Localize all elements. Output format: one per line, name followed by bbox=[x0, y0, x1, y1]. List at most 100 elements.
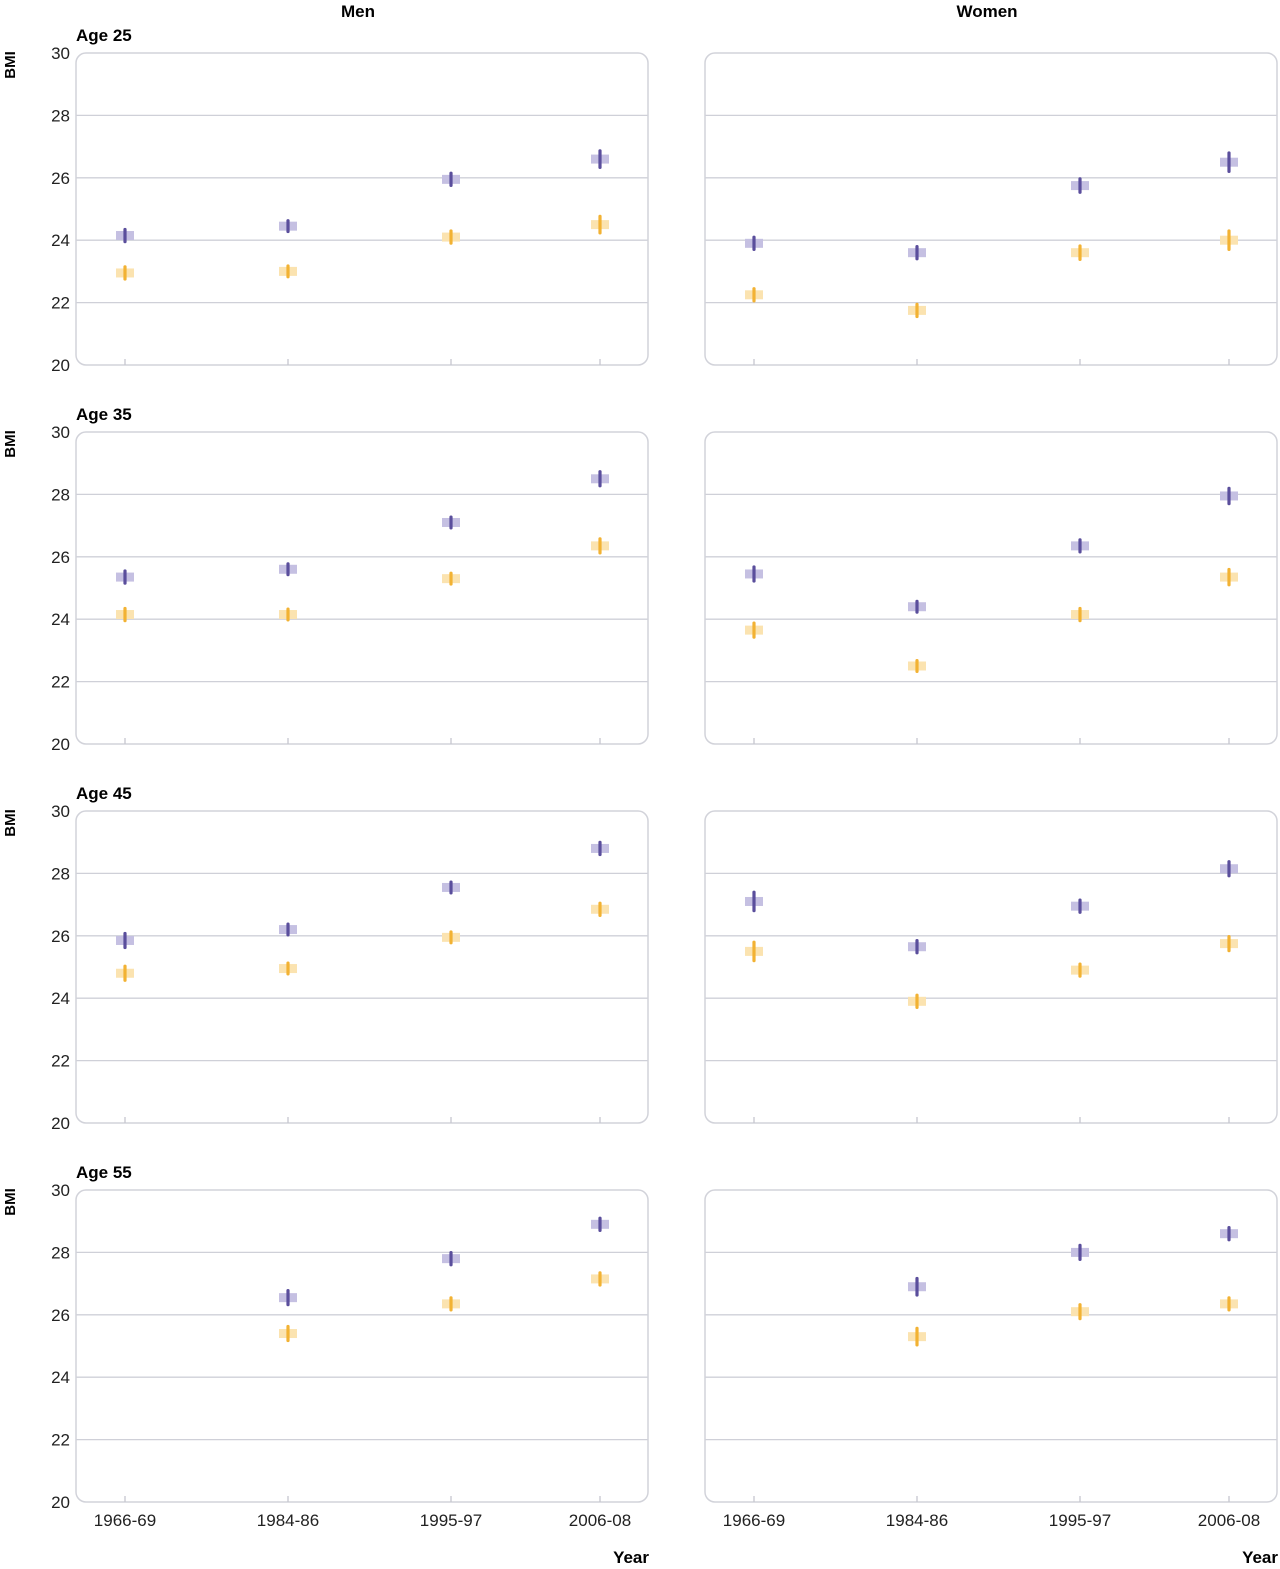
row-title: Age 45 bbox=[76, 784, 132, 803]
point-interval-lower bbox=[449, 229, 453, 245]
point-interval-upper bbox=[449, 171, 453, 188]
x-tick-label: 2006-08 bbox=[1198, 1511, 1260, 1530]
point-interval-lower bbox=[1227, 934, 1231, 953]
y-axis-label: BMI bbox=[2, 1188, 19, 1216]
point-interval-upper bbox=[915, 939, 919, 955]
x-tick-label: 1995-97 bbox=[420, 1511, 482, 1530]
column-title-women: Women bbox=[956, 2, 1017, 21]
point-interval-upper bbox=[449, 515, 453, 530]
panel-frame bbox=[75, 1189, 649, 1503]
y-tick-label: 24 bbox=[51, 610, 70, 629]
point-interval-upper bbox=[1078, 898, 1082, 914]
point-interval-lower bbox=[1078, 962, 1082, 978]
point-interval-upper bbox=[123, 931, 127, 950]
panel-frame bbox=[75, 431, 649, 745]
panel-frame bbox=[704, 810, 1278, 1124]
y-tick-label: 28 bbox=[51, 1243, 70, 1262]
point-interval-upper bbox=[752, 890, 756, 913]
point-interval-lower bbox=[915, 1326, 919, 1347]
y-tick-label: 20 bbox=[51, 356, 70, 375]
point-interval-lower bbox=[752, 940, 756, 963]
point-interval-upper bbox=[123, 569, 127, 585]
point-interval-upper bbox=[449, 880, 453, 895]
point-interval-lower bbox=[752, 621, 756, 639]
point-interval-lower bbox=[286, 961, 290, 976]
y-tick-label: 30 bbox=[51, 423, 70, 442]
row-title: Age 55 bbox=[76, 1163, 132, 1182]
panel-frame bbox=[75, 810, 649, 1124]
point-interval-upper bbox=[598, 149, 602, 169]
point-interval-lower bbox=[598, 901, 602, 917]
point-interval-upper bbox=[1078, 177, 1082, 194]
point-interval-lower bbox=[598, 1271, 602, 1287]
point-interval-lower bbox=[1078, 606, 1082, 623]
point-interval-upper bbox=[1227, 151, 1231, 173]
column-title-men: Men bbox=[341, 2, 375, 21]
y-tick-label: 20 bbox=[51, 1114, 70, 1133]
y-tick-label: 24 bbox=[51, 231, 70, 250]
y-tick-label: 24 bbox=[51, 989, 70, 1008]
y-tick-label: 22 bbox=[51, 1431, 70, 1450]
point-interval-upper bbox=[286, 562, 290, 577]
point-interval-lower bbox=[449, 1296, 453, 1312]
point-interval-lower bbox=[598, 537, 602, 555]
y-tick-label: 24 bbox=[51, 1368, 70, 1387]
point-interval-lower bbox=[123, 265, 127, 281]
point-interval-upper bbox=[1078, 538, 1082, 554]
point-interval-lower bbox=[915, 659, 919, 673]
y-tick-label: 26 bbox=[51, 169, 70, 188]
point-interval-lower bbox=[1227, 1296, 1231, 1312]
y-axis-label: BMI bbox=[2, 51, 19, 79]
point-interval-upper bbox=[449, 1250, 453, 1267]
x-tick-label: 1966-69 bbox=[94, 1511, 156, 1530]
x-tick-label: 2006-08 bbox=[569, 1511, 631, 1530]
point-interval-upper bbox=[915, 599, 919, 614]
point-interval-lower bbox=[598, 214, 602, 235]
point-interval-lower bbox=[1227, 229, 1231, 251]
point-interval-lower bbox=[286, 264, 290, 279]
point-interval-upper bbox=[286, 922, 290, 937]
row-title: Age 25 bbox=[76, 26, 132, 45]
y-tick-label: 30 bbox=[51, 802, 70, 821]
point-interval-upper bbox=[598, 840, 602, 857]
y-tick-label: 26 bbox=[51, 927, 70, 946]
x-tick-label: 1984-86 bbox=[886, 1511, 948, 1530]
point-interval-lower bbox=[286, 607, 290, 622]
y-tick-label: 28 bbox=[51, 106, 70, 125]
point-interval-upper bbox=[1227, 1226, 1231, 1242]
point-interval-lower bbox=[1078, 1303, 1082, 1321]
y-tick-label: 30 bbox=[51, 1181, 70, 1200]
point-interval-upper bbox=[1078, 1243, 1082, 1262]
point-interval-lower bbox=[123, 606, 127, 623]
panel-frame bbox=[75, 52, 649, 366]
y-tick-label: 22 bbox=[51, 294, 70, 313]
x-axis-label: Year bbox=[1242, 1548, 1278, 1567]
y-tick-label: 30 bbox=[51, 44, 70, 63]
y-axis-label: BMI bbox=[2, 809, 19, 837]
point-interval-upper bbox=[752, 565, 756, 583]
point-interval-upper bbox=[752, 235, 756, 251]
y-tick-label: 22 bbox=[51, 673, 70, 692]
x-tick-label: 1966-69 bbox=[723, 1511, 785, 1530]
y-tick-label: 26 bbox=[51, 1306, 70, 1325]
point-interval-lower bbox=[123, 964, 127, 982]
point-interval-upper bbox=[598, 1216, 602, 1232]
panel-frame bbox=[704, 431, 1278, 745]
point-interval-lower bbox=[1227, 567, 1231, 587]
point-interval-lower bbox=[915, 993, 919, 1009]
point-interval-lower bbox=[1078, 244, 1082, 261]
point-interval-upper bbox=[286, 1289, 290, 1307]
y-axis-label: BMI bbox=[2, 430, 19, 458]
x-axis-label: Year bbox=[613, 1548, 649, 1567]
point-interval-upper bbox=[1227, 860, 1231, 878]
row-title: Age 35 bbox=[76, 405, 132, 424]
panel-frame bbox=[704, 52, 1278, 366]
y-tick-label: 20 bbox=[51, 1493, 70, 1512]
point-interval-upper bbox=[598, 470, 602, 488]
point-interval-upper bbox=[915, 1276, 919, 1297]
point-interval-lower bbox=[449, 571, 453, 586]
point-interval-upper bbox=[286, 219, 290, 234]
point-interval-lower bbox=[286, 1324, 290, 1343]
y-tick-label: 20 bbox=[51, 735, 70, 754]
